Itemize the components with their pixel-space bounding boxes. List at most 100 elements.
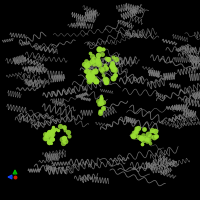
Point: [93, 57, 96, 61]
Point: [97, 103, 100, 106]
Point: [94, 80, 97, 84]
Point: [151, 128, 154, 131]
Point: [44, 136, 47, 139]
Point: [97, 63, 100, 66]
Point: [47, 131, 50, 134]
Point: [88, 61, 91, 64]
Point: [99, 110, 102, 113]
Point: [87, 72, 90, 75]
Point: [91, 71, 94, 74]
Point: [91, 70, 95, 73]
Point: [85, 64, 88, 67]
Point: [140, 142, 143, 145]
Point: [104, 67, 107, 70]
Point: [54, 128, 57, 131]
Point: [106, 66, 109, 70]
Point: [101, 100, 104, 104]
Point: [48, 138, 51, 141]
Point: [63, 139, 67, 143]
Point: [67, 135, 70, 138]
Point: [52, 125, 55, 129]
Point: [112, 56, 115, 59]
Point: [98, 101, 101, 104]
Point: [95, 80, 98, 83]
Point: [83, 62, 86, 65]
Point: [49, 130, 52, 133]
Point: [143, 127, 146, 130]
Point: [107, 57, 110, 61]
Point: [50, 142, 53, 145]
Point: [96, 99, 99, 103]
Point: [143, 136, 147, 139]
Point: [114, 58, 117, 61]
Point: [152, 136, 155, 139]
Point: [97, 63, 100, 66]
Point: [101, 52, 104, 55]
Point: [46, 132, 49, 136]
Point: [94, 70, 97, 73]
Point: [103, 63, 107, 67]
Point: [51, 137, 54, 140]
Point: [59, 125, 62, 128]
Point: [140, 142, 144, 145]
Point: [84, 69, 87, 72]
Point: [137, 127, 140, 130]
Point: [44, 135, 47, 138]
Point: [63, 137, 66, 140]
Point: [145, 138, 149, 141]
Point: [87, 74, 90, 78]
Point: [111, 76, 115, 79]
Point: [51, 138, 55, 141]
Point: [98, 47, 101, 51]
Point: [63, 128, 66, 131]
Point: [140, 137, 143, 140]
Point: [96, 60, 99, 63]
Point: [154, 134, 157, 137]
Point: [95, 58, 99, 61]
Point: [85, 63, 88, 67]
Point: [99, 67, 102, 70]
Point: [113, 68, 116, 72]
Point: [101, 47, 104, 50]
Point: [113, 73, 116, 76]
Point: [67, 131, 70, 134]
Point: [102, 107, 105, 110]
Point: [111, 64, 114, 67]
Point: [153, 129, 156, 132]
Point: [57, 128, 60, 132]
Point: [102, 73, 105, 77]
Point: [131, 130, 134, 133]
Point: [148, 141, 152, 145]
Point: [88, 71, 91, 74]
Point: [99, 94, 102, 98]
Point: [101, 70, 104, 73]
Point: [99, 98, 103, 101]
Point: [110, 64, 113, 67]
Point: [60, 138, 63, 141]
Point: [111, 62, 114, 65]
Point: [141, 139, 144, 142]
Point: [92, 62, 95, 65]
Point: [134, 126, 137, 129]
Point: [147, 133, 150, 136]
Point: [99, 111, 102, 114]
Point: [105, 78, 108, 81]
Point: [103, 77, 106, 81]
Point: [97, 53, 100, 57]
Point: [112, 68, 115, 71]
Point: [96, 57, 99, 60]
Point: [85, 69, 89, 72]
Point: [142, 133, 145, 136]
Point: [93, 78, 96, 81]
Point: [149, 130, 153, 133]
Point: [100, 110, 103, 113]
Point: [100, 102, 103, 105]
Point: [131, 133, 134, 137]
Point: [61, 141, 64, 144]
Point: [105, 57, 108, 60]
Point: [88, 79, 91, 82]
Point: [134, 134, 137, 137]
Point: [88, 51, 92, 55]
Point: [132, 134, 135, 137]
Point: [134, 129, 137, 132]
